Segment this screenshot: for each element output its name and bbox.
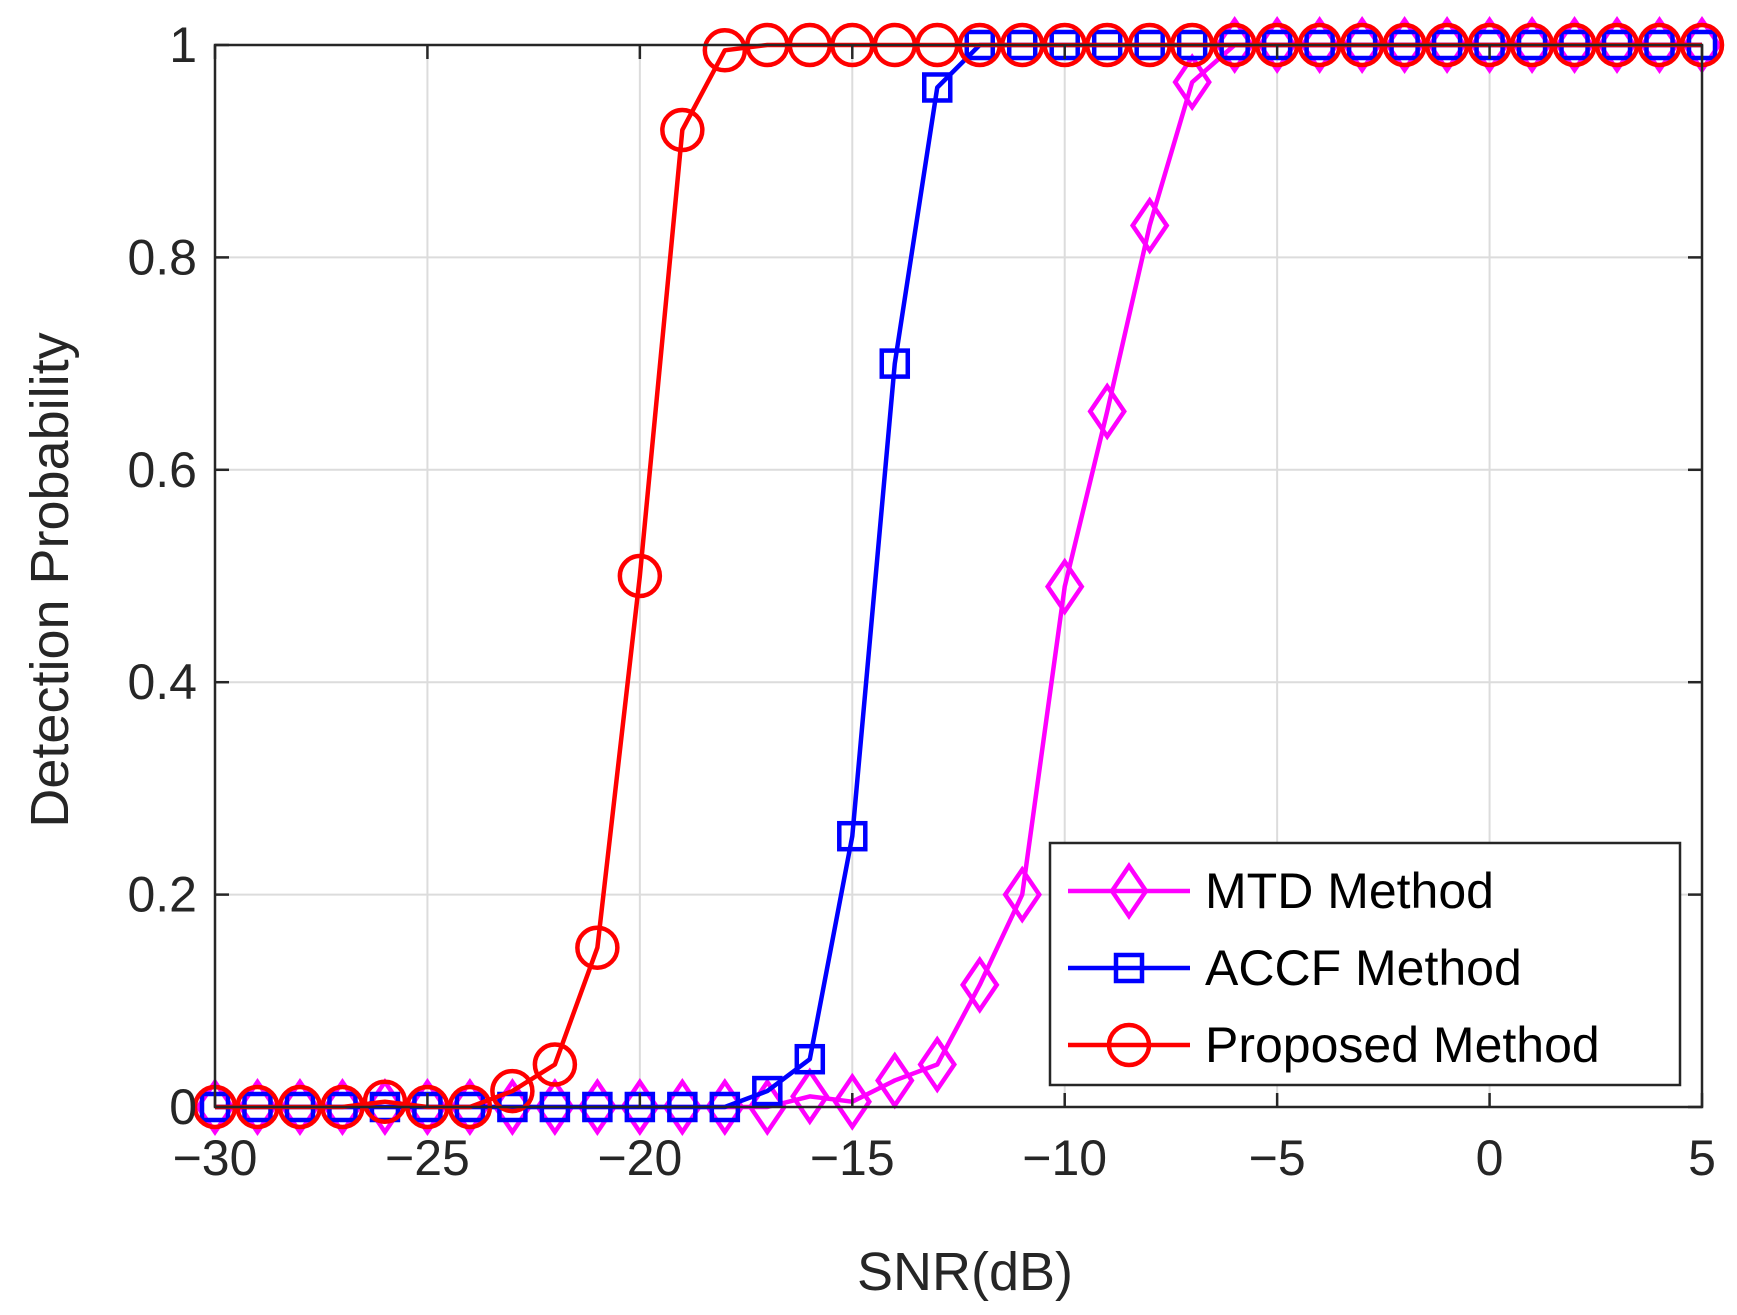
data-point-mtd-method [832, 1072, 873, 1131]
y-tick-label: 0 [169, 1079, 197, 1135]
y-tick-label: 0.4 [127, 654, 197, 710]
legend-item-mtd-method: MTD Method [1068, 861, 1494, 921]
data-point-proposed-method [660, 107, 705, 153]
data-point-proposed-method [362, 1079, 408, 1124]
data-point-accf-method [752, 1075, 783, 1107]
x-tick-label: −30 [173, 1130, 258, 1186]
x-tick-label: −10 [1022, 1130, 1107, 1186]
y-tick-label: 0.8 [127, 229, 197, 285]
data-point-proposed-method [617, 553, 663, 599]
legend-marker-accf-method [1113, 952, 1145, 984]
y-tick-label: 0.6 [127, 442, 197, 498]
legend-label-proposed-method: Proposed Method [1205, 1017, 1600, 1073]
data-point-proposed-method [532, 1042, 578, 1087]
data-point-proposed-method [490, 1068, 535, 1114]
data-point-mtd-method [960, 955, 1000, 1014]
data-point-accf-method [879, 348, 911, 379]
data-point-accf-method [837, 820, 868, 852]
legend-marker-mtd-method [1109, 861, 1149, 921]
legend-label-accf-method: ACCF Method [1205, 940, 1522, 996]
data-point-proposed-method [575, 925, 620, 970]
x-axis-label: SNR(dB) [857, 1242, 1073, 1302]
x-tick-label: 5 [1688, 1130, 1716, 1186]
data-point-proposed-method [702, 28, 748, 73]
data-point-mtd-method [1129, 196, 1170, 255]
legend: MTD Method ACCF Method Proposed Method [1048, 841, 1682, 1087]
x-tick-label: 0 [1476, 1130, 1504, 1186]
data-point-mtd-method [917, 1035, 957, 1094]
axes [213, 43, 1704, 1109]
data-point-mtd-method [1044, 557, 1085, 616]
data-point-accf-method [794, 1043, 826, 1075]
x-tick-label: −25 [385, 1130, 470, 1186]
tick-labels: −30 −25 −20 −15 −10 −5 0 5 0 0.2 0.4 0.6 0.8 1 [127, 17, 1715, 1186]
legend-item-accf-method: ACCF Method [1068, 940, 1522, 996]
x-tick-label: −15 [810, 1130, 895, 1186]
data-point-mtd-method [1172, 53, 1212, 112]
data-point-mtd-method [1087, 382, 1127, 441]
x-tick-label: −20 [597, 1130, 682, 1186]
legend-marker-proposed-method [1106, 1022, 1152, 1068]
data-point-mtd-method [1002, 865, 1042, 924]
y-tick-label: 1 [169, 17, 197, 73]
legend-item-proposed-method: Proposed Method [1068, 1017, 1600, 1073]
data-point-mtd-method [875, 1051, 915, 1110]
x-tick-label: −5 [1249, 1130, 1306, 1186]
data-point-mtd-method [790, 1067, 830, 1126]
plot-area-border [213, 43, 1704, 1109]
legend-label-mtd-method: MTD Method [1205, 863, 1494, 919]
y-axis-label: Detection Probability [20, 332, 80, 827]
data-point-accf-method [922, 72, 953, 103]
y-tick-label: 0.2 [127, 867, 197, 923]
